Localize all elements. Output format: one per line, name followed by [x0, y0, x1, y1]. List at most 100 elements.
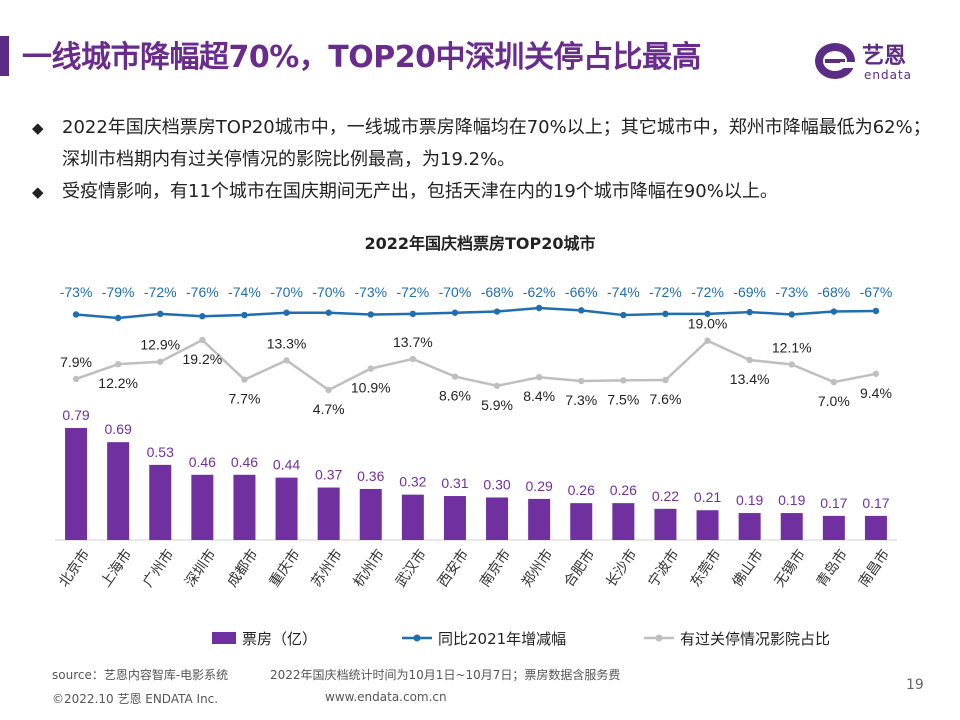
category-label: 杭州市: [350, 546, 388, 590]
bar-box-office: [233, 474, 256, 540]
category-label: 南京市: [476, 546, 514, 590]
yoy-value-label: -73%: [775, 284, 808, 300]
yoy-value-label: -73%: [60, 284, 93, 300]
yoy-point: [493, 308, 501, 315]
category-label: 合肥市: [560, 546, 598, 590]
closure-value-label: 7.7%: [228, 391, 260, 407]
category-label: 广州市: [139, 546, 177, 590]
yoy-value-label: -73%: [354, 284, 387, 300]
yoy-value-label: -70%: [439, 284, 472, 300]
yoy-point: [535, 304, 543, 312]
closure-point: [704, 337, 711, 344]
yoy-point: [241, 311, 248, 319]
bar-value-label: 0.69: [105, 421, 132, 437]
bar-value-label: 0.26: [568, 482, 595, 498]
closure-value-label: 7.5%: [607, 391, 639, 407]
yoy-value-label: -70%: [270, 284, 303, 300]
website-link[interactable]: www.endata.com.cn: [325, 690, 447, 704]
bar-value-label: 0.46: [189, 454, 216, 470]
closure-value-label: 7.3%: [565, 392, 597, 408]
yoy-value-label: -69%: [733, 284, 766, 300]
bar-value-label: 0.21: [694, 489, 721, 505]
bar-box-office: [822, 515, 845, 540]
category-label: 苏州市: [308, 546, 346, 590]
category-label: 长沙市: [602, 546, 640, 590]
bar-box-office: [275, 477, 298, 540]
yoy-value-label: -76%: [186, 284, 219, 300]
closure-value-label: 19.0%: [688, 316, 728, 332]
yoy-point: [620, 311, 627, 319]
bar-value-label: 0.19: [736, 492, 763, 508]
closure-point: [746, 356, 753, 364]
bar-box-office: [191, 474, 214, 540]
legend-yoy-label: 同比2021年增减幅: [438, 630, 566, 648]
bullet-item: ◆ 受疫情影响，有11个城市在国庆期间无产出，包括天津在内的19个城市降幅在90…: [32, 176, 932, 208]
bar-box-office: [864, 515, 887, 540]
bar-box-office: [696, 510, 719, 540]
category-label: 武汉市: [392, 546, 430, 590]
chart-container: 2022年国庆档票房TOP20城市 0.79 北京市 0.69 上海市 0.53 广州市 0…: [0, 222, 960, 662]
copyright: ©2022.10 艺恩 ENDATA Inc.: [52, 692, 219, 706]
legend-closure-marker: [655, 634, 663, 642]
bullet-list: ◆ 2022年国庆档票房TOP20城市中，一线城市票房降幅均在70%以上；其它城…: [32, 112, 932, 208]
yoy-point: [746, 308, 753, 316]
closure-point: [830, 378, 838, 386]
page-number: 19: [906, 677, 924, 693]
closure-value-label: 7.6%: [649, 391, 681, 407]
bar-value-label: 0.17: [820, 495, 847, 511]
closure-value-label: 10.9%: [351, 380, 391, 396]
closure-value-label: 9.4%: [860, 385, 892, 401]
legend-bar-label: 票房（亿）: [242, 630, 317, 648]
chart-title: 2022年国庆档票房TOP20城市: [364, 234, 596, 253]
endata-logo: 艺恩 endata: [812, 36, 932, 86]
yoy-value-label: -72%: [691, 284, 724, 300]
bar-value-label: 0.46: [231, 454, 258, 470]
yoy-point: [367, 311, 374, 318]
yoy-value-label: -72%: [397, 284, 430, 300]
bar-box-office: [780, 513, 803, 540]
bar-box-office: [317, 487, 340, 540]
category-label: 北京市: [55, 546, 93, 590]
yoy-value-label: -72%: [649, 284, 682, 300]
yoy-value-label: -62%: [523, 284, 556, 300]
closure-point: [325, 386, 332, 394]
closure-point: [367, 365, 374, 372]
category-label: 青岛市: [813, 546, 851, 590]
yoy-point: [872, 307, 880, 315]
source-note: source：艺恩内容智库-电影系统: [52, 668, 229, 682]
bar-value-label: 0.53: [147, 444, 174, 460]
bar-box-office: [401, 494, 424, 540]
yoy-point: [662, 310, 669, 318]
bar-value-label: 0.17: [862, 495, 889, 511]
closure-value-label: 12.1%: [772, 339, 812, 355]
category-label: 郑州市: [518, 546, 556, 590]
bar-value-label: 0.19: [778, 492, 805, 508]
yoy-point: [704, 310, 711, 318]
diamond-bullet-icon: ◆: [32, 183, 44, 201]
category-label: 重庆市: [266, 546, 304, 590]
yoy-value-label: -66%: [565, 284, 598, 300]
closure-point: [283, 357, 290, 364]
bar-value-label: 0.29: [526, 478, 553, 494]
page-title: 一线城市降幅超70%，TOP20中深圳关停占比最高: [22, 40, 702, 75]
closure-point: [788, 361, 795, 368]
yoy-point: [157, 310, 164, 318]
legend-bar-swatch: [212, 632, 236, 644]
closure-point: [72, 375, 80, 383]
yoy-point: [325, 309, 332, 316]
closure-value-label: 13.4%: [730, 371, 770, 387]
closure-value-label: 12.2%: [98, 375, 138, 391]
yoy-point: [409, 310, 417, 318]
logo-en-text: endata: [864, 68, 913, 82]
bar-box-office: [107, 442, 130, 540]
closure-value-label: 4.7%: [313, 401, 345, 417]
closure-point: [620, 377, 627, 384]
yoy-point: [283, 309, 290, 316]
legend-yoy-marker: [413, 634, 421, 642]
closure-point: [578, 377, 585, 385]
category-label: 成都市: [224, 546, 262, 590]
yoy-point: [830, 308, 838, 315]
yoy-value-label: -74%: [228, 284, 261, 300]
category-label: 东莞市: [687, 546, 725, 590]
closure-ratio-line: [75, 338, 877, 392]
